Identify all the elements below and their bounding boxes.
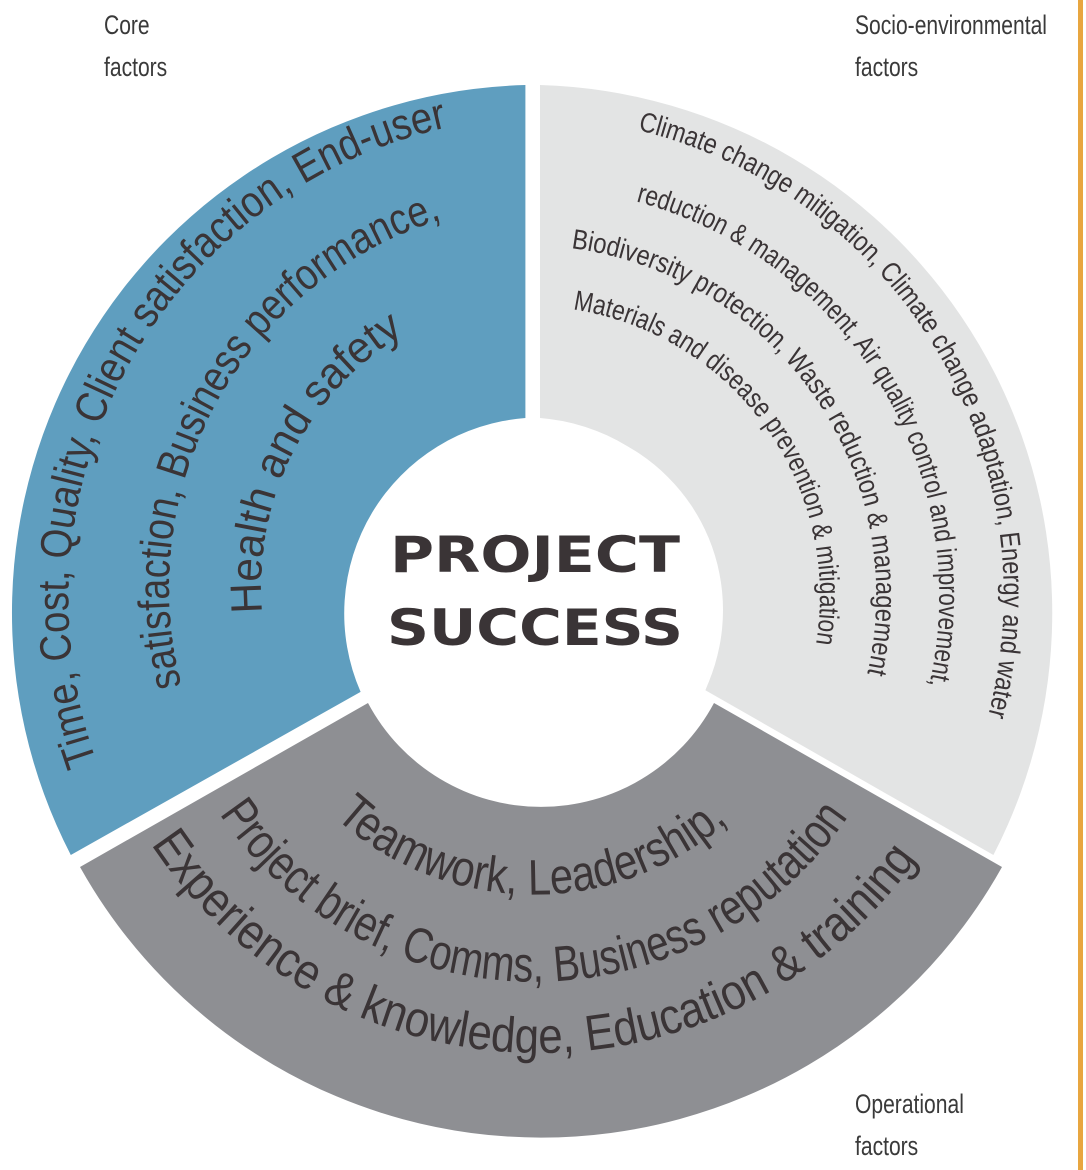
socio-environmental-label: Socio-environmental factors bbox=[855, 4, 1047, 88]
core-label-line-1: Core bbox=[104, 10, 150, 40]
socio-label-line-1: Socio-environmental bbox=[855, 10, 1047, 40]
core-factors-segment bbox=[11, 85, 526, 855]
center-circle bbox=[347, 422, 723, 798]
core-label-line-2: factors bbox=[104, 52, 168, 82]
socio-label-line-2: factors bbox=[855, 52, 919, 82]
operational-factors-label: Operational factors bbox=[855, 1083, 964, 1167]
operational-factors-segment bbox=[80, 703, 1002, 1138]
center-title-line-2: SUCCESS bbox=[387, 599, 683, 657]
core-factors-label: Core factors bbox=[104, 4, 167, 88]
operational-label-line-1: Operational bbox=[855, 1089, 964, 1119]
socio-environmental-segment bbox=[540, 85, 1053, 855]
operational-label-line-2: factors bbox=[855, 1131, 919, 1161]
accent-line bbox=[1078, 0, 1083, 1170]
center-title-line-1: PROJECT bbox=[390, 526, 680, 584]
